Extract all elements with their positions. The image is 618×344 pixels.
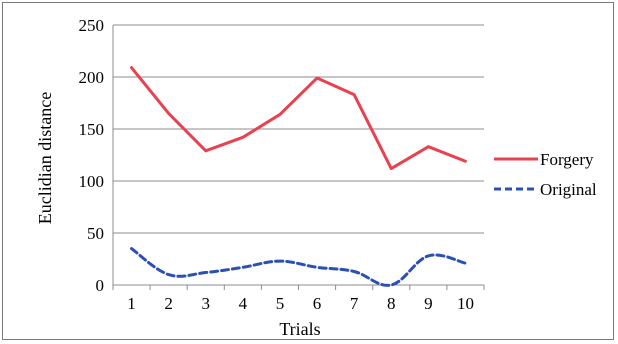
- series-line-forgery: [130, 66, 467, 171]
- y-tick-label: 200: [79, 68, 105, 87]
- series-line-original: [130, 247, 467, 287]
- x-tick-label: 8: [387, 294, 396, 313]
- x-tick-label: 3: [202, 294, 211, 313]
- x-tick-label: 7: [350, 294, 359, 313]
- y-tick-label: 250: [79, 16, 105, 35]
- y-tick-label: 150: [79, 120, 105, 139]
- x-axis-label: Trials: [279, 319, 320, 339]
- x-tick-label: 2: [164, 294, 173, 313]
- chart-frame: 0 50 100 150 200 250 1 2 3 4 5 6 7 8 9 10 Trials Euclid…: [2, 2, 614, 340]
- legend-label-original: Original: [540, 180, 597, 199]
- x-tick-label: 5: [276, 294, 285, 313]
- y-tick-label: 0: [96, 276, 105, 295]
- line-chart: 0 50 100 150 200 250 1 2 3 4 5 6 7 8 9 10 Trials Euclid…: [35, 16, 597, 339]
- x-tick-label: 6: [313, 294, 322, 313]
- x-tick-label: 9: [424, 294, 433, 313]
- y-tick-label: 100: [79, 172, 105, 191]
- y-tick-label: 50: [87, 224, 104, 243]
- legend-label-forgery: Forgery: [540, 150, 594, 169]
- x-tick-label: 4: [239, 294, 248, 313]
- x-tick-label: 10: [457, 294, 474, 313]
- legend: Forgery Original: [494, 150, 597, 199]
- y-axis-label: Euclidian distance: [35, 92, 55, 224]
- x-tick-label: 1: [127, 294, 136, 313]
